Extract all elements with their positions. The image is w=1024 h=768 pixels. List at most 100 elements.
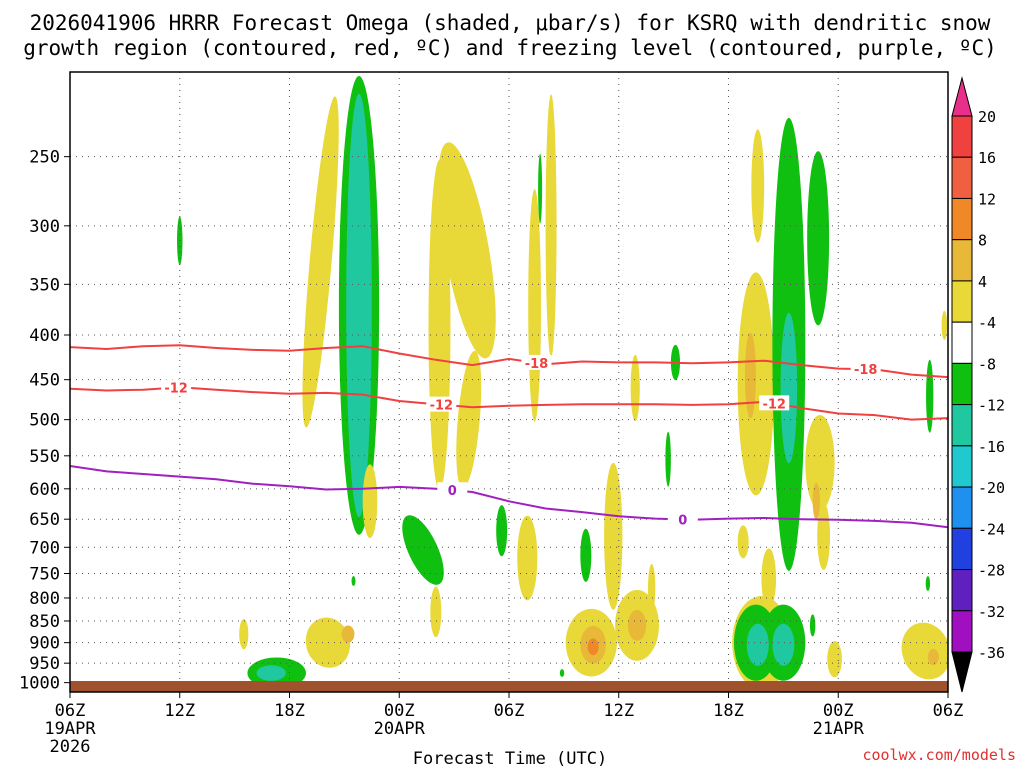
omega-cell bbox=[761, 548, 777, 609]
colorbar-label: -28 bbox=[978, 562, 1005, 580]
dgz-minus12-label: -12 bbox=[164, 381, 188, 396]
y-tick-label: 450 bbox=[29, 371, 60, 391]
x-tick-label: 18Z bbox=[274, 701, 305, 721]
omega-cell bbox=[941, 310, 948, 340]
x-axis-label: Forecast Time (UTC) bbox=[413, 749, 607, 768]
omega-cell bbox=[302, 96, 339, 428]
omega-cell bbox=[927, 649, 939, 666]
omega-cell bbox=[456, 350, 482, 489]
dgz-minus12-label-bg bbox=[759, 395, 790, 411]
x-tick-label: 12Z bbox=[603, 701, 634, 721]
colorbar-swatch bbox=[951, 404, 973, 447]
y-tick-label: 700 bbox=[29, 538, 60, 558]
x-tick-year: 2026 bbox=[50, 737, 91, 757]
colorbar-swatch bbox=[951, 239, 973, 282]
x-tick-label: 00Z bbox=[384, 701, 415, 721]
omega-cell bbox=[438, 142, 496, 359]
omega-cell bbox=[772, 623, 795, 666]
colorbar-label: 16 bbox=[978, 149, 996, 167]
dgz-minus18-label: -18 bbox=[854, 363, 878, 378]
y-tick-label: 350 bbox=[29, 275, 60, 295]
omega-cell bbox=[351, 576, 356, 586]
omega-cell bbox=[580, 528, 592, 582]
colorbar-label: -24 bbox=[978, 520, 1005, 538]
colorbar-swatch bbox=[951, 156, 973, 199]
colorbar-swatch bbox=[951, 486, 973, 529]
omega-cell bbox=[587, 638, 599, 656]
x-tick-label: 12Z bbox=[164, 701, 195, 721]
x-tick-date: 20APR bbox=[374, 719, 426, 739]
dgz-minus18-label: -18 bbox=[525, 357, 549, 372]
colorbar-label: 12 bbox=[978, 190, 996, 208]
y-tick-label: 1000 bbox=[19, 674, 60, 694]
plot-area: -18 -18 -12 -12 -12 0 0 bbox=[69, 71, 949, 693]
colorbar-label: -8 bbox=[978, 355, 996, 373]
dgz-minus18-label-bg bbox=[521, 354, 552, 370]
ground-surface bbox=[70, 681, 948, 692]
omega-cell bbox=[341, 625, 355, 643]
omega-cell bbox=[496, 505, 508, 557]
dgz-minus18-line bbox=[70, 344, 948, 379]
omega-cell bbox=[627, 609, 647, 641]
dgz-minus12-line bbox=[70, 386, 948, 421]
colorbar-swatch bbox=[951, 321, 973, 364]
colorbar-label: -36 bbox=[978, 644, 1005, 662]
chart-title-line2: growth region (contoured, red, ºC) and f… bbox=[23, 36, 997, 60]
colorbar-label: 4 bbox=[978, 273, 987, 291]
y-tick-label: 950 bbox=[29, 654, 60, 674]
omega-cell bbox=[362, 464, 378, 539]
freezing-level-0-label: 0 bbox=[448, 484, 457, 499]
freezing-level-0-label-bg bbox=[437, 482, 468, 498]
omega-cell bbox=[517, 515, 538, 601]
colorbar-swatch bbox=[951, 280, 973, 323]
freezing-level-0-label: 0 bbox=[678, 513, 687, 528]
dgz-minus12-label-bg bbox=[426, 396, 457, 412]
omega-cell bbox=[737, 272, 775, 496]
omega-cell bbox=[545, 94, 557, 358]
y-axis: 2503003504004505005506006507007508008509… bbox=[19, 148, 70, 694]
colorbar-swatch bbox=[951, 569, 973, 612]
omega-cell bbox=[751, 129, 765, 243]
y-tick-label: 850 bbox=[29, 612, 60, 632]
y-tick-label: 500 bbox=[29, 411, 60, 431]
y-tick-label: 650 bbox=[29, 510, 60, 530]
x-tick-label: 06Z bbox=[933, 701, 964, 721]
omega-cell bbox=[630, 354, 640, 422]
colorbar-label: -4 bbox=[978, 314, 996, 332]
omega-cell bbox=[926, 359, 934, 433]
colorbar-swatch bbox=[951, 527, 973, 571]
colorbar-swatch bbox=[951, 610, 973, 653]
y-tick-label: 800 bbox=[29, 589, 60, 609]
contours: -18 -18 -12 -12 -12 0 0 bbox=[70, 344, 948, 528]
omega-cell bbox=[901, 622, 948, 680]
omega-cell bbox=[665, 431, 671, 487]
colorbar-bottom-arrow bbox=[951, 651, 973, 693]
omega-cell bbox=[744, 332, 756, 419]
colorbar-swatch bbox=[951, 197, 973, 241]
freezing-level-0-label-bg bbox=[667, 511, 698, 527]
omega-cell bbox=[827, 640, 842, 678]
omega-cell bbox=[256, 665, 286, 681]
omega-cell bbox=[746, 623, 769, 666]
colorbar-label: 20 bbox=[978, 108, 996, 126]
y-tick-label: 550 bbox=[29, 447, 60, 467]
omega-cell bbox=[812, 482, 820, 520]
x-tick-label: 06Z bbox=[494, 701, 525, 721]
y-tick-label: 300 bbox=[29, 217, 60, 237]
omega-cell bbox=[239, 619, 249, 650]
colorbar-label: -32 bbox=[978, 603, 1005, 621]
chart-title-line1: 2026041906 HRRR Forecast Omega (shaded, … bbox=[30, 11, 991, 35]
omega-cell bbox=[805, 414, 835, 511]
omega-cell bbox=[925, 576, 931, 591]
colorbar-label: -12 bbox=[978, 397, 1005, 415]
omega-cell bbox=[604, 462, 623, 610]
colorbar-label: -16 bbox=[978, 438, 1005, 456]
colorbar-swatch bbox=[951, 362, 973, 406]
omega-cell bbox=[538, 153, 543, 224]
colorbar-label: 8 bbox=[978, 232, 987, 250]
gridlines bbox=[70, 72, 948, 692]
omega-cell bbox=[402, 515, 444, 585]
omega-cell bbox=[305, 617, 351, 668]
